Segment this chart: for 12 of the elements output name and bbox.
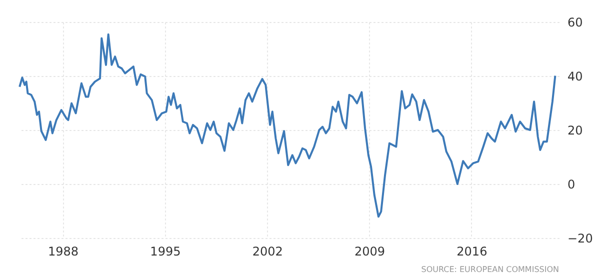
- source-note: SOURCE: EUROPEAN COMMISSION: [421, 265, 560, 274]
- line-series: [18, 33, 556, 218]
- y-tick-label: 0: [568, 178, 576, 192]
- x-tick-label: 1995: [150, 244, 181, 258]
- y-tick-label: 60: [568, 16, 583, 30]
- x-tick-label: 2002: [252, 244, 283, 258]
- y-tick-label: 20: [568, 124, 583, 138]
- y-tick-label: −20: [568, 232, 593, 246]
- x-tick-label: 2016: [456, 244, 488, 258]
- x-tick-label: 1988: [48, 244, 79, 258]
- y-tick-label: 40: [568, 70, 583, 84]
- x-tick-label: 2009: [354, 244, 386, 258]
